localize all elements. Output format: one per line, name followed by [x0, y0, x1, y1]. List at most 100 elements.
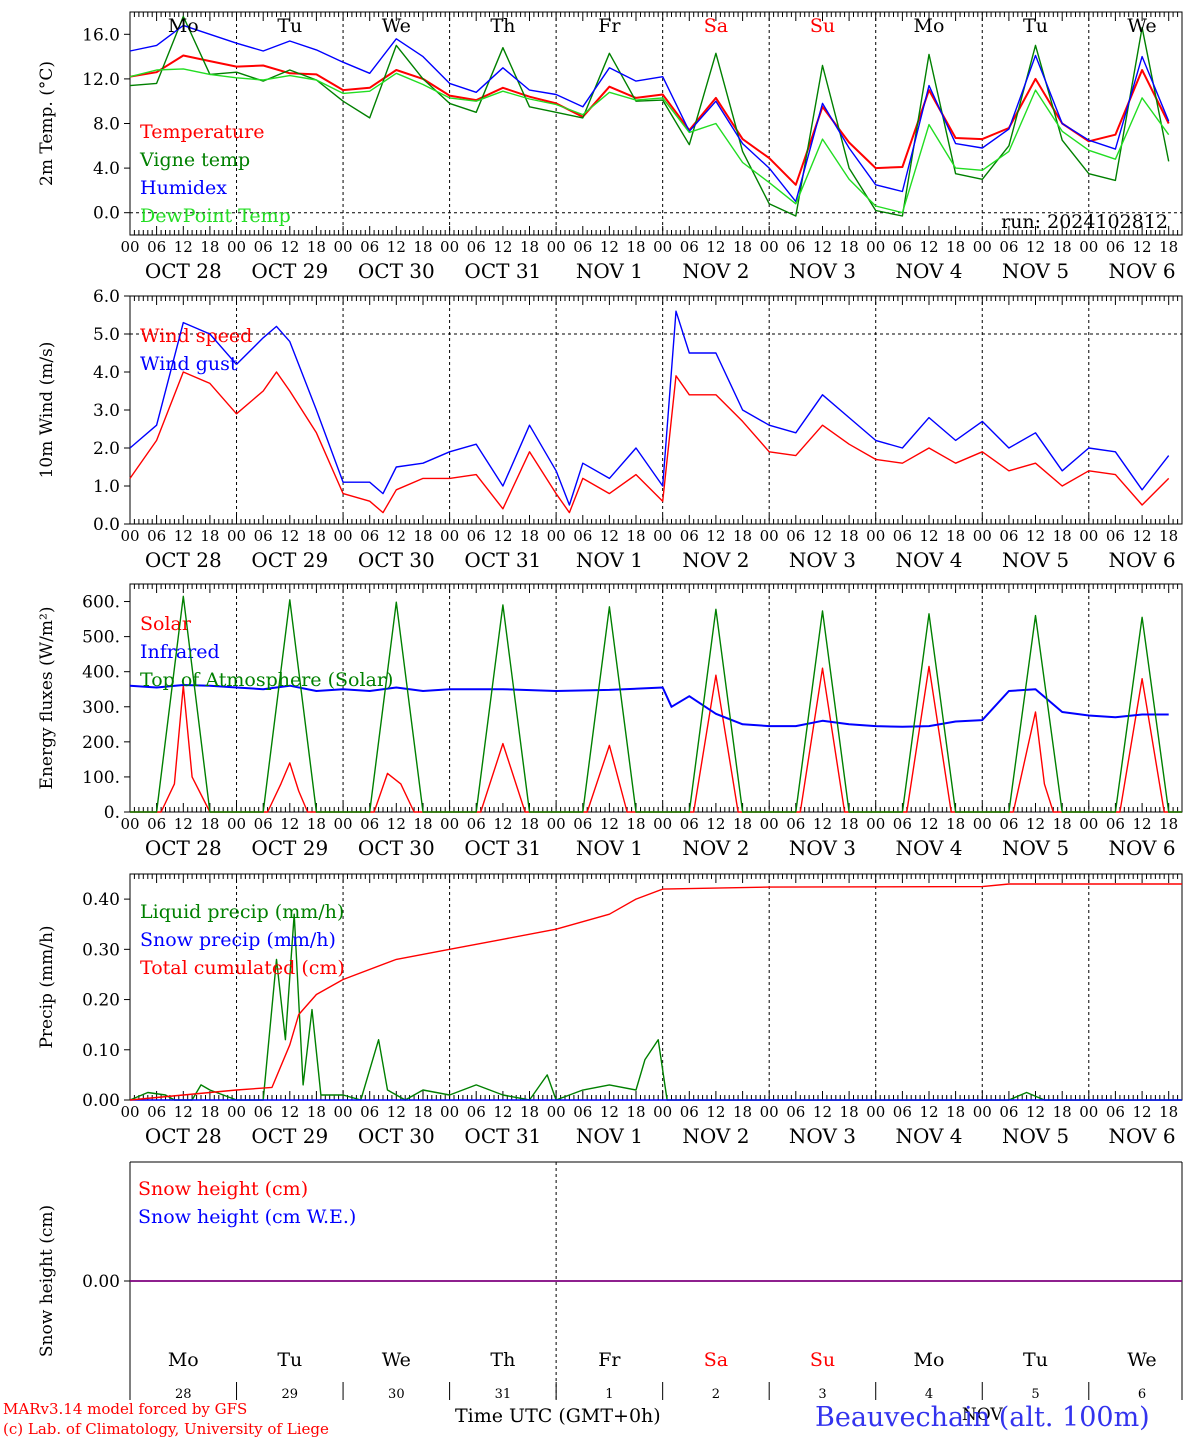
x-minor-ticks [129, 12, 1183, 235]
weekday-labels-bottom: Mo 28 Tu 29 We 30 Th 31 Fr 1 Sa 2 Su 3 Mo 4 Tu 5 We 6 [168, 1349, 1157, 1402]
series-line-temperature [129, 54, 1170, 186]
x-date-label: NOV 1 [576, 836, 643, 860]
x-hour-label: 00 [440, 1103, 459, 1121]
y-tick-label: 2.0 [93, 439, 120, 459]
x-hour-labels: 00 06 12 18 00 06 12 18 00 06 12 18 00 06 12 18 00 06 12 18… [120, 238, 1178, 256]
x-hour-label: 12 [387, 527, 406, 545]
x-hour-label: 00 [1079, 238, 1098, 256]
x-hour-label: 12 [600, 1103, 619, 1121]
day-number-label: 28 [175, 1387, 192, 1402]
x-date-label: OCT 30 [358, 548, 435, 572]
x-hour-label: 00 [227, 527, 246, 545]
day-number-label: 31 [495, 1387, 512, 1402]
legend-entry: Snow height (cm) [138, 1178, 308, 1200]
x-date-label: NOV 6 [1109, 548, 1176, 572]
x-hour-label: 18 [1053, 527, 1072, 545]
weekday-label: Sa [704, 1349, 728, 1371]
x-date-label: NOV 1 [576, 548, 643, 572]
x-hour-label: 06 [680, 1103, 699, 1121]
x-hour-label: 06 [360, 238, 379, 256]
x-minor-ticks [129, 874, 1183, 1100]
y-tick-label: 6.0 [93, 287, 120, 307]
x-date-label: NOV 3 [789, 548, 856, 572]
x-hour-label: 00 [653, 815, 672, 833]
x-hour-label: 00 [973, 815, 992, 833]
panel-5: 0.00 Snow height (cm) Snow height (cm) Snow… [37, 1161, 1183, 1400]
x-hour-label: 00 [547, 1103, 566, 1121]
x-date-label: OCT 28 [145, 259, 222, 283]
x-date-label: NOV 5 [1002, 1124, 1069, 1148]
legend-entry: Snow height (cm W.E.) [138, 1206, 356, 1228]
weekday-label: Sa [704, 15, 728, 37]
x-minor-ticks [129, 584, 1183, 812]
x-hour-label: 00 [120, 815, 139, 833]
x-hour-label: 12 [919, 527, 938, 545]
weekday-label: Mo [168, 15, 199, 37]
weekday-label: Tu [1023, 15, 1048, 37]
x-date-label: NOV 3 [789, 1124, 856, 1148]
y-tick-label: 0.00 [82, 1091, 120, 1111]
x-hour-label: 12 [1133, 238, 1152, 256]
y-tick-label: 0.20 [82, 991, 120, 1011]
x-date-label: NOV 5 [1002, 259, 1069, 283]
legend-entry: Vigne temp [139, 149, 250, 171]
y-tick-label: 1.0 [93, 477, 120, 497]
x-hour-label: 00 [334, 1103, 353, 1121]
x-hour-label: 06 [893, 1103, 912, 1121]
x-hour-label: 00 [120, 527, 139, 545]
x-hour-label: 06 [893, 238, 912, 256]
y-tick-label: 0.00 [82, 1272, 120, 1292]
x-date-label: NOV 6 [1109, 836, 1176, 860]
legend-entry: Liquid precip (mm/h) [140, 901, 344, 923]
x-date-label: NOV 4 [895, 1124, 962, 1148]
x-hour-labels: 00 06 12 18 00 06 12 18 00 06 12 18 00 06 12 18 00 06 12 18… [120, 815, 1178, 833]
x-hour-label: 18 [626, 815, 645, 833]
x-hour-label: 06 [467, 815, 486, 833]
weekday-label: Mo [914, 15, 945, 37]
station-name: Beauvechain (alt. 100m) [815, 1402, 1150, 1433]
weekday-label: Tu [277, 15, 302, 37]
x-hour-label: 18 [1159, 238, 1178, 256]
x-hour-label: 06 [147, 815, 166, 833]
x-hour-label: 06 [573, 1103, 592, 1121]
x-date-label: NOV 4 [895, 836, 962, 860]
run-label: run: 2024102812 [1001, 211, 1168, 233]
x-hour-label: 00 [1079, 815, 1098, 833]
x-hour-label: 06 [360, 527, 379, 545]
legend-entry: Wind speed [140, 325, 252, 347]
x-date-label: NOV 6 [1109, 1124, 1176, 1148]
x-date-label: OCT 30 [358, 259, 435, 283]
y-tick-label: 12.0 [82, 70, 120, 90]
x-hour-label: 12 [600, 527, 619, 545]
series-line-wind-gust [129, 310, 1170, 506]
x-hour-label: 12 [174, 815, 193, 833]
x-hour-label: 06 [999, 815, 1018, 833]
y-tick-label: 0.30 [82, 940, 120, 960]
x-hour-label: 00 [547, 815, 566, 833]
x-hour-label: 18 [840, 815, 859, 833]
weekday-label: We [1127, 15, 1156, 37]
y-tick-label: 0. [104, 803, 120, 823]
x-hour-label: 12 [280, 238, 299, 256]
x-hour-label: 06 [680, 815, 699, 833]
x-hour-label: 18 [1053, 238, 1072, 256]
x-date-label: OCT 31 [464, 836, 541, 860]
x-date-label: OCT 29 [251, 548, 328, 572]
x-date-labels: OCT 28 OCT 29 OCT 30 OCT 31 NOV 1 NOV 2 NOV 3 N… [145, 836, 1176, 860]
x-hour-label: 18 [626, 1103, 645, 1121]
x-hour-label: 12 [1026, 815, 1045, 833]
x-hour-label: 12 [706, 238, 725, 256]
x-hour-label: 18 [413, 527, 432, 545]
y-axis-label: Precip (mm/h) [37, 925, 57, 1048]
y-axis-label: Energy fluxes (W/m²) [37, 607, 57, 790]
x-date-label: NOV 6 [1109, 259, 1176, 283]
x-hour-label: 18 [413, 815, 432, 833]
legend-entry: Top of Atmosphere (Solar) [140, 669, 393, 691]
x-date-label: OCT 29 [251, 1124, 328, 1148]
x-hour-label: 00 [1079, 527, 1098, 545]
x-hour-label: 18 [840, 238, 859, 256]
x-hour-label: 18 [413, 1103, 432, 1121]
x-date-label: NOV 2 [682, 548, 749, 572]
weekday-label: Tu [1023, 1349, 1048, 1371]
